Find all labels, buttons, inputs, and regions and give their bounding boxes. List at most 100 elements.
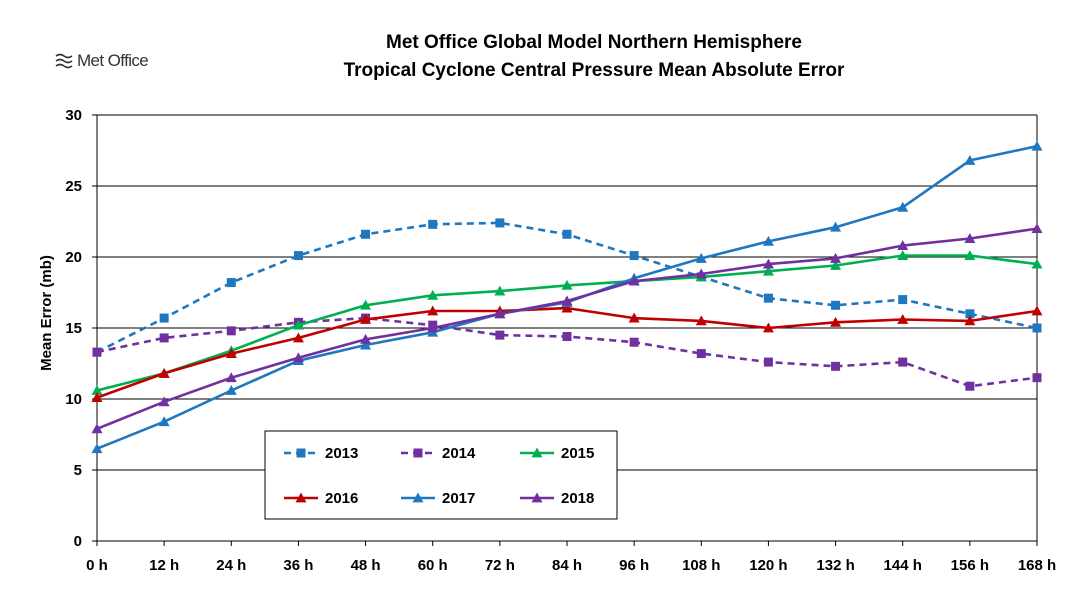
x-tick-label: 156 h [951,557,989,574]
legend-entry-2015: 2015 [520,445,594,462]
data-point-2016 [1031,305,1043,316]
data-point-2017 [1031,140,1043,151]
data-point-2016 [695,315,707,326]
legend-entry-2017: 2017 [401,490,475,507]
legend-label: 2014 [442,445,476,462]
x-tick-label: 48 h [351,557,381,574]
data-point-2013 [898,295,908,305]
data-point-2015 [561,279,573,290]
data-point-2014 [831,361,841,371]
data-point-2014 [696,349,706,359]
x-tick-label: 168 h [1018,557,1056,574]
data-point-2015 [1031,258,1043,269]
data-point-2017 [762,235,774,246]
data-point-2016 [762,322,774,333]
data-point-2017 [225,384,237,395]
legend-swatch-marker [295,492,307,503]
data-point-2018 [561,295,573,306]
data-point-2016 [360,313,372,324]
y-tick-label: 25 [65,178,82,195]
y-tick-label: 5 [74,462,82,479]
data-point-2018 [1031,223,1043,233]
x-tick-label: 0 h [86,557,108,574]
data-point-2016 [91,392,103,402]
legend-label: 2018 [561,490,594,507]
y-axis-label: Mean Error (mb) [38,255,55,371]
data-point-2016 [158,367,170,378]
x-tick-label: 72 h [485,557,515,574]
data-point-2018 [762,258,774,269]
data-point-2015 [292,319,304,330]
y-tick-label: 30 [65,107,82,124]
y-tick-label: 15 [65,320,82,337]
legend-label: 2016 [325,490,358,507]
legend-label: 2015 [561,445,594,462]
data-point-2014 [629,337,639,347]
series-line-2016 [96,306,1038,399]
data-point-2018 [360,333,372,344]
legend-box [264,430,618,520]
data-point-2016 [964,315,976,326]
x-tick-labels: 0 h 12 h 24 h 36 h 48 h 60 h 72 h 84 h 96 h 108 h… [86,557,1056,574]
data-point-2014 [898,357,908,367]
data-point-2018 [628,275,640,286]
data-point-2013 [226,278,236,288]
data-point-2017 [158,416,170,427]
data-point-2013 [428,219,438,229]
series-lines [91,140,1043,454]
data-point-2014 [495,330,505,340]
y-tick-label: 10 [65,391,82,408]
x-tick-label: 60 h [418,557,448,574]
data-point-2014 [1032,373,1042,383]
legend-entry-2016: 2016 [284,490,358,507]
data-point-2018 [695,268,707,279]
x-tick-label: 144 h [884,557,922,574]
x-tick-label: 36 h [283,557,313,574]
x-tick-label: 120 h [749,557,787,574]
data-point-2018 [427,322,439,333]
legend-swatch-marker [413,448,423,458]
met-office-logo-text: Met Office [77,51,148,70]
data-point-2015 [494,285,506,296]
x-tick-label: 96 h [619,557,649,574]
data-point-2013 [965,309,975,319]
legend-swatch-marker [531,492,543,503]
data-point-2013 [495,218,505,228]
legend-swatch-marker [296,448,306,458]
data-point-2015 [964,250,976,260]
x-tick-label: 24 h [216,557,246,574]
data-point-2018 [964,233,976,243]
data-point-2018 [225,372,237,383]
legend-swatch-marker [531,447,543,458]
series-2016 [91,302,1043,402]
data-point-2017 [695,252,707,263]
data-point-2016 [561,302,573,313]
legend-entry-2013: 2013 [284,445,358,462]
data-point-2017 [91,443,103,454]
data-point-2015 [762,265,774,276]
data-point-2016 [830,316,842,327]
series-line-2015 [96,254,1038,392]
data-point-2014 [226,326,236,336]
data-point-2018 [897,240,909,251]
data-point-2016 [225,348,237,358]
met-office-logo: Met Office [55,51,149,70]
data-point-2014 [763,357,773,367]
data-point-2018 [91,423,103,434]
y-tick-label: 0 [74,533,82,550]
x-tick-label: 84 h [552,557,582,574]
data-point-2017 [897,201,909,212]
data-point-2018 [292,352,304,363]
data-point-2015 [897,250,909,260]
data-point-2016 [427,305,439,316]
x-tick-label: 108 h [682,557,720,574]
data-point-2017 [964,154,976,165]
data-point-2013 [831,300,841,310]
data-point-2013 [763,293,773,303]
data-point-2014 [92,347,102,357]
legend-swatch-marker [412,492,424,503]
chart-title-line-2: Tropical Cyclone Central Pressure Mean A… [344,60,845,81]
data-point-2013 [293,251,303,261]
legend-label: 2017 [442,490,475,507]
